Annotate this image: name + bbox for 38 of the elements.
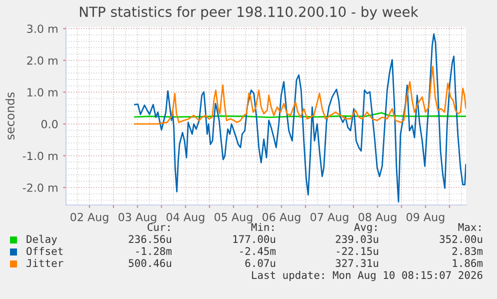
- y-tick-label: -1.0 m: [22, 152, 58, 160]
- text: 2.83m: [452, 247, 483, 256]
- x-tick-label: 04 Aug: [166, 212, 204, 224]
- text: 177.00u: [233, 235, 276, 244]
- text: -2.45m: [240, 247, 276, 256]
- x-tick-label: 09 Aug: [406, 212, 444, 224]
- x-tick-label: 07 Aug: [310, 212, 348, 224]
- text: 6.07u: [245, 259, 276, 268]
- x-tick-label: 06 Aug: [262, 212, 300, 224]
- text: Max:: [458, 223, 480, 232]
- x-tick-label: 08 Aug: [358, 212, 396, 224]
- y-axis-title: seconds: [5, 92, 14, 140]
- text: 1.86m: [452, 259, 483, 268]
- text: -1.28m: [136, 247, 172, 256]
- text: 239.03u: [336, 235, 378, 244]
- text: Min:: [251, 222, 274, 231]
- y-tick-label: 0.0: [41, 120, 58, 128]
- text: 352.00u: [440, 235, 482, 244]
- text: 236.56u: [128, 235, 172, 244]
- x-tick-label: 03 Aug: [118, 212, 156, 224]
- y-tick-label: -2.0 m: [22, 183, 58, 192]
- y-tick-label: 2.0 m: [27, 56, 58, 65]
- text: Avg:: [354, 223, 376, 234]
- x-tick-label: 02 Aug: [70, 212, 108, 224]
- legend-label: Offset: [26, 246, 63, 256]
- line-series: [134, 33, 466, 203]
- legend-label: Delay: [26, 234, 57, 246]
- y-tick-label: 1.0 m: [28, 88, 58, 97]
- text: 500.46u: [128, 259, 172, 268]
- line-series: [134, 66, 466, 125]
- x-tick-label: 05 Aug: [214, 212, 252, 224]
- text: -22.15u: [336, 247, 378, 256]
- text: Cur:: [148, 223, 170, 232]
- legend-label: Jitter: [26, 258, 64, 268]
- text: 327.31u: [336, 259, 378, 268]
- chart-title: NTP statistics for peer 198.110.200.10 - by week: [80, 6, 418, 20]
- text: Last update: Mon Aug 10 08:15:07 2026: [252, 270, 482, 282]
- y-tick-label: 3.0 m: [27, 24, 58, 33]
